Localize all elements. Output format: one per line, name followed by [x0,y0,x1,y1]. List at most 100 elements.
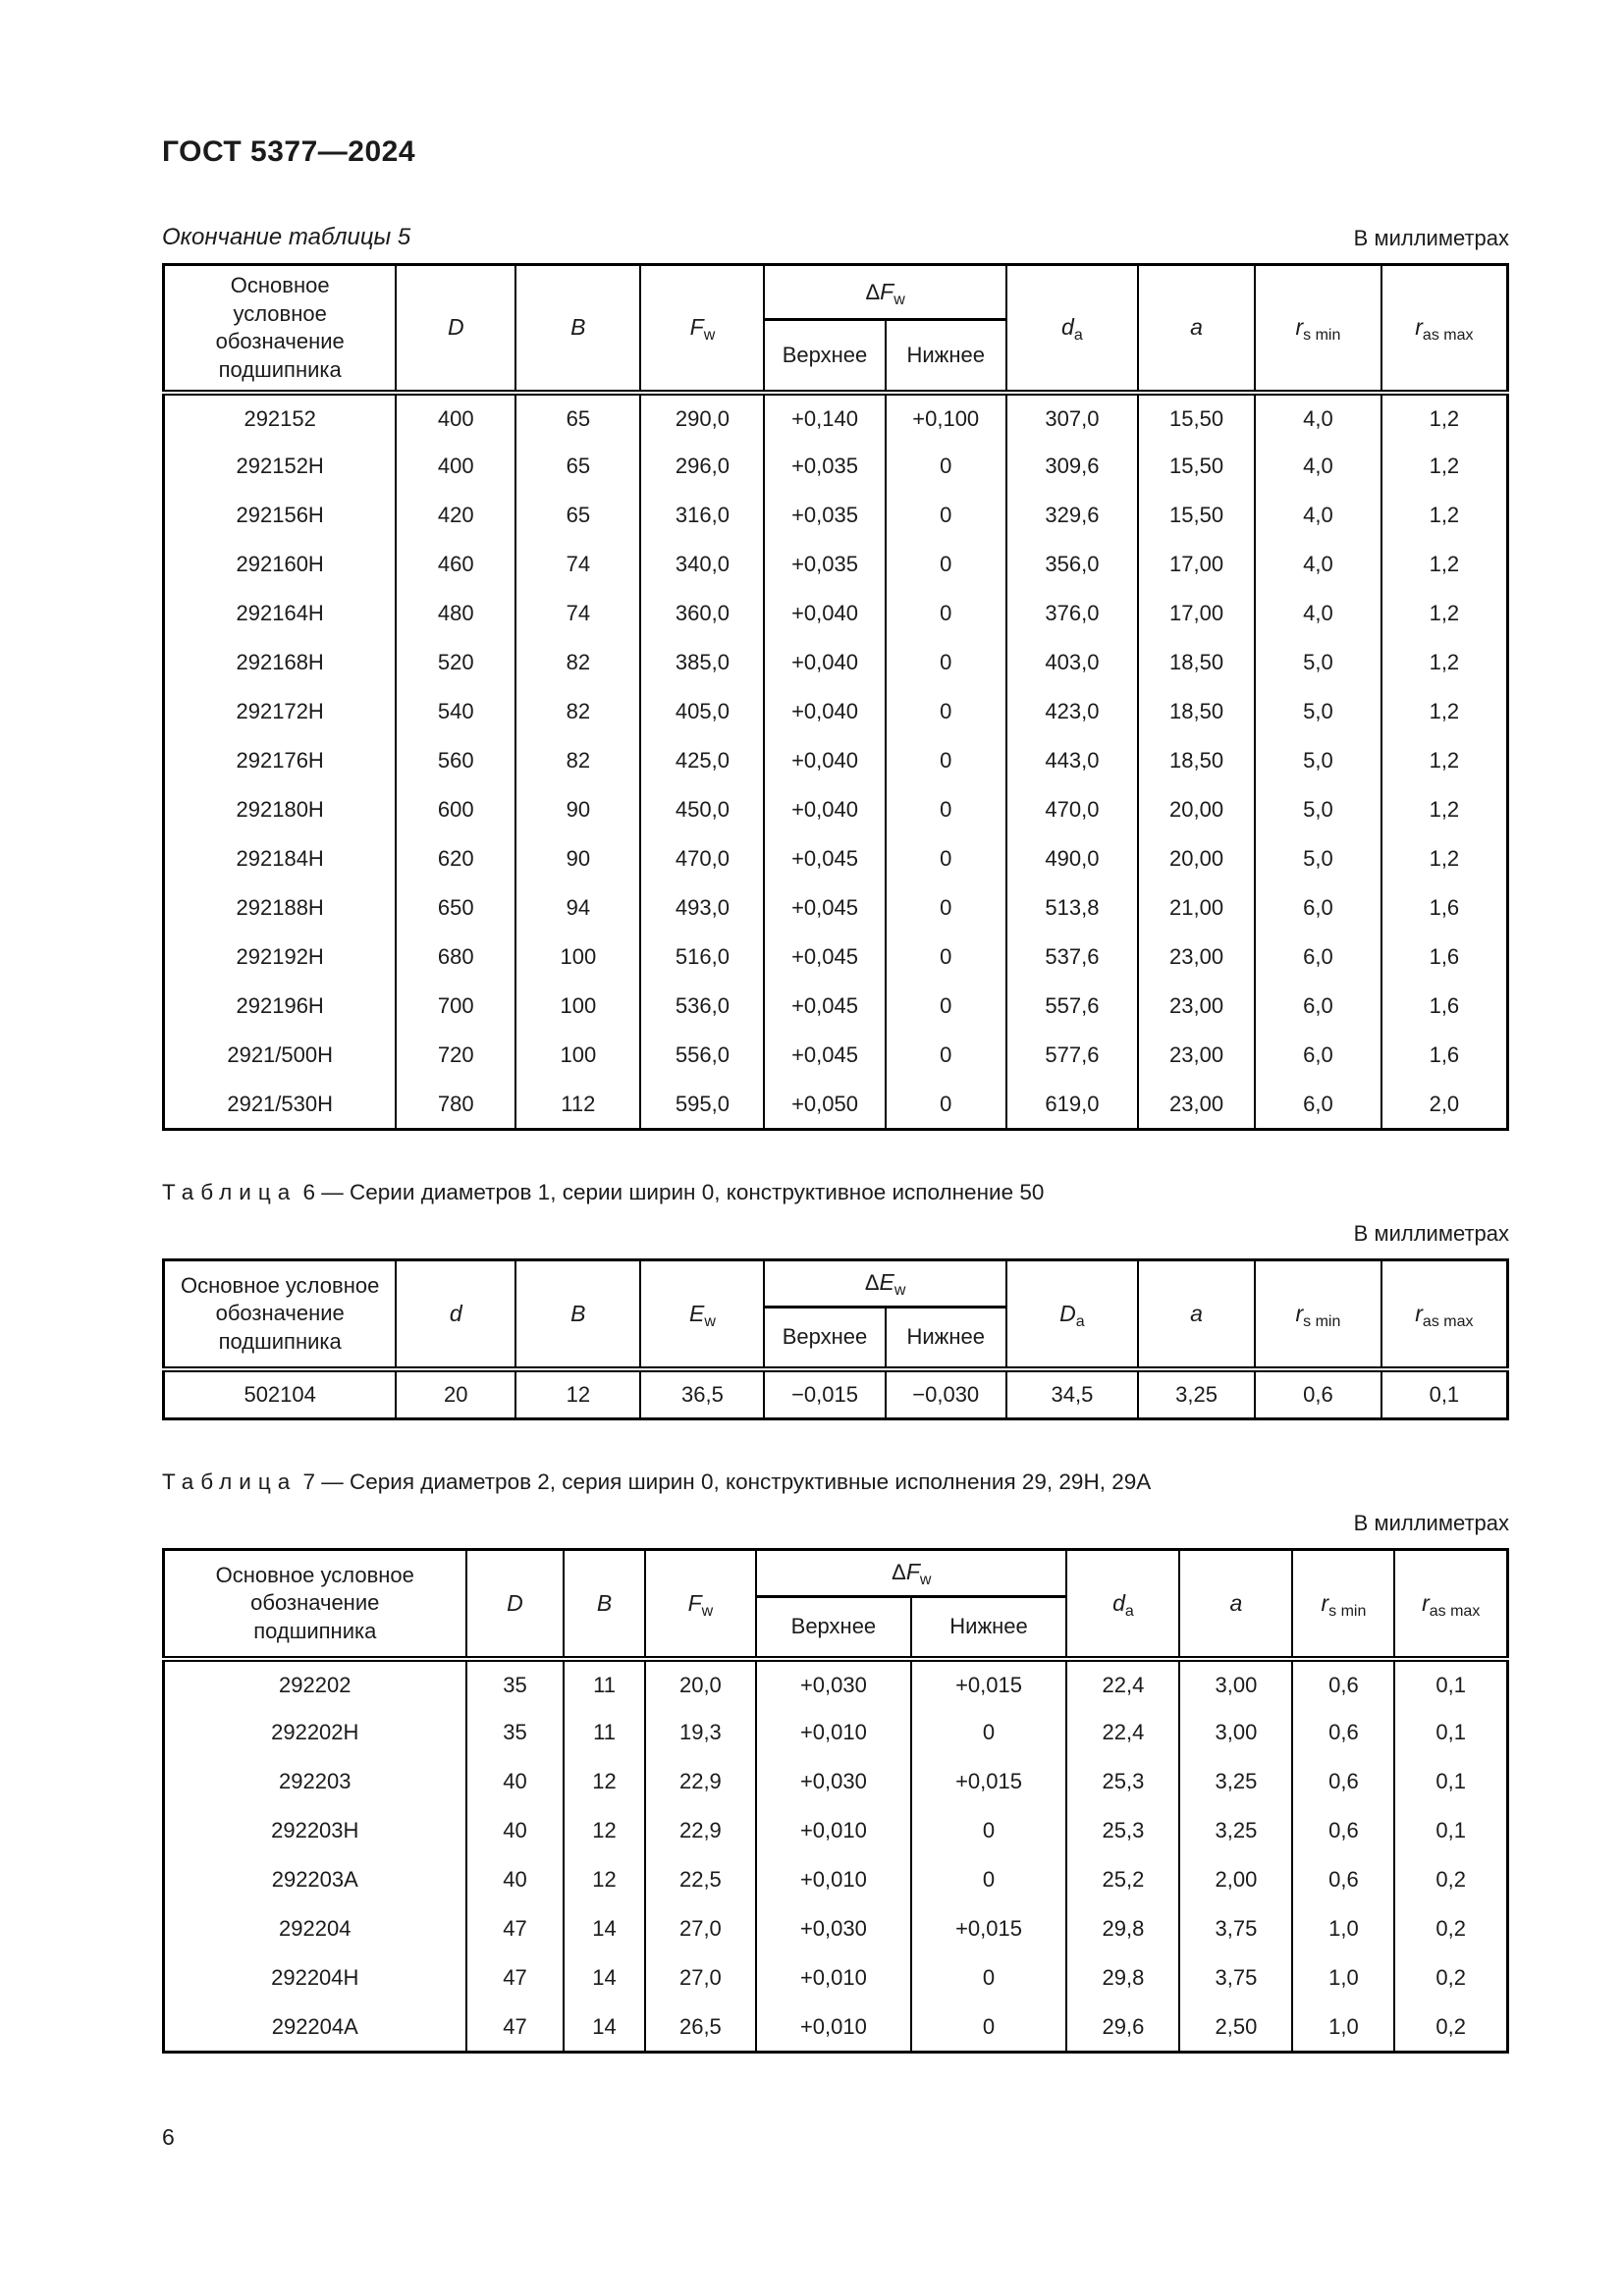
table-cell: 3,25 [1178,1806,1294,1856]
table-cell: 74 [514,540,642,590]
table-cell: 502104 [162,1369,398,1419]
table-cell: 5,0 [1254,687,1382,737]
table-cell: 0,2 [1393,1953,1509,2003]
table-cell: 74 [514,589,642,639]
table-cell: 0 [909,2002,1068,2053]
table-cell: 112 [514,1080,642,1130]
table-cell: 560 [395,736,517,786]
table-cell: 720 [395,1031,517,1081]
col-header-a: a [1136,1258,1257,1373]
table-cell: 292176Н [162,736,398,786]
col-header-upper: Верхнее [763,318,887,397]
page-number: 6 [162,2123,175,2150]
table-cell: 292180Н [162,785,398,835]
table-cell: 292202 [162,1659,467,1709]
table-cell: 292202Н [162,1708,467,1758]
table-cell: 513,8 [1004,883,1139,934]
table-6-caption: Таблица 6 — Серии диаметров 1, серии шир… [162,1180,1509,1205]
table-cell: 27,0 [643,1904,758,1954]
table-cell: 595,0 [639,1080,766,1130]
variable-letter: D [507,1589,523,1616]
variable-subscript: w [893,291,905,308]
table-6: Основное условное обозначение подшипника… [162,1257,1509,1420]
variable-subscript: w [919,1572,932,1589]
units-label: В миллиметрах [1353,226,1509,250]
delta-symbol: Δ [865,279,881,304]
table-cell: 90 [514,785,642,835]
col-header-delta-Ew: ΔEw [763,1258,1007,1308]
table-cell: 292203А [162,1855,467,1905]
table-cell: 5,0 [1254,785,1382,835]
table-cell: 17,00 [1136,589,1257,639]
table-cell: 82 [514,687,642,737]
table-cell: +0,045 [763,933,887,983]
table-row: 292202 35 11 20,0 +0,030 +0,015 22,4 3,00 0,6 0,1 [162,1659,1509,1709]
table-cell: 82 [514,638,642,688]
table-cell: 290,0 [639,393,766,443]
table-cell: 292172Н [162,687,398,737]
table-caption-text: — Серии диаметров 1, серии ширин 0, конс… [321,1179,1045,1204]
table-cell: 3,00 [1178,1659,1294,1709]
variable-subscript: a [1073,327,1083,345]
table-caption-word: Таблица [162,1179,298,1204]
table-cell: 490,0 [1004,834,1139,884]
table-7: Основное условное обозначение подшипника… [162,1547,1509,2054]
variable-subscript: as max [1422,327,1474,345]
table-row: 292164Н 480 74 360,0 +0,040 0 376,0 17,00 4,0 1,2 [162,589,1509,639]
table-cell: 25,3 [1065,1806,1181,1856]
table-cell: +0,100 [884,393,1007,443]
col-header-Fw: Fw [639,263,766,397]
variable-letter: a [1190,1300,1203,1326]
table-cell: 6,0 [1254,982,1382,1032]
table-cell: 1,2 [1380,442,1509,492]
col-header-a: a [1178,1548,1294,1663]
variable-subscript: w [701,1602,714,1620]
table-cell: 22,5 [643,1855,758,1905]
table-row: 292204Н 47 14 27,0 +0,010 0 29,8 3,75 1,0 0,2 [162,1953,1509,2003]
table-cell: 20 [395,1369,517,1419]
variable-letter: D [1059,1300,1076,1326]
table-row: 292156Н 420 65 316,0 +0,035 0 329,6 15,50 4,0 1,2 [162,491,1509,541]
table-row: 2921/500Н 720 100 556,0 +0,045 0 577,6 23,00 6,0… [162,1031,1509,1081]
col-header-B: B [514,1258,642,1373]
table-cell: 556,0 [639,1031,766,1081]
variable-subscript: s min [1303,327,1341,345]
table-cell: 0 [884,883,1007,934]
table-cell: 577,6 [1004,1031,1139,1081]
table-cell: 4,0 [1254,540,1382,590]
col-header-delta-Fw: ΔFw [755,1548,1068,1598]
table-cell: 292204 [162,1904,467,1954]
table-cell: +0,010 [755,1708,912,1758]
table-cell: 15,50 [1136,491,1257,541]
table-cell: 1,0 [1291,1953,1396,2003]
table-cell: 6,0 [1254,883,1382,934]
table-cell: 480 [395,589,517,639]
table-cell: 450,0 [639,785,766,835]
table-cell: 2921/500Н [162,1031,398,1081]
table-cell: 1,2 [1380,736,1509,786]
variable-letter: D [447,314,464,341]
table-cell: 1,2 [1380,393,1509,443]
table-cell: 5,0 [1254,834,1382,884]
table-cell: 0,6 [1291,1806,1396,1856]
table-cell: +0,040 [763,638,887,688]
table-cell: +0,140 [763,393,887,443]
table-cell: 292203Н [162,1806,467,1856]
table-cell: 15,50 [1136,393,1257,443]
table-cell: 23,00 [1136,1031,1257,1081]
table-cell: +0,015 [909,1904,1068,1954]
table-cell: 0 [884,785,1007,835]
variable-letter: d [1061,314,1074,341]
table-cell: 23,00 [1136,982,1257,1032]
table-row: 292180Н 600 90 450,0 +0,040 0 470,0 20,00 5,0 1,2 [162,785,1509,835]
table-cell: 34,5 [1004,1369,1139,1419]
table-row: 292176Н 560 82 425,0 +0,040 0 443,0 18,50 5,0 1,2 [162,736,1509,786]
table-row: 292160Н 460 74 340,0 +0,035 0 356,0 17,00 4,0 1,2 [162,540,1509,590]
table-cell: 0,1 [1393,1659,1509,1709]
variable-letter: r [1415,1300,1423,1326]
variable-letter: r [1415,314,1423,341]
table-cell: 0 [909,1708,1068,1758]
table-cell: 82 [514,736,642,786]
table-cell: 11 [563,1659,646,1709]
table-cell: 307,0 [1004,393,1139,443]
